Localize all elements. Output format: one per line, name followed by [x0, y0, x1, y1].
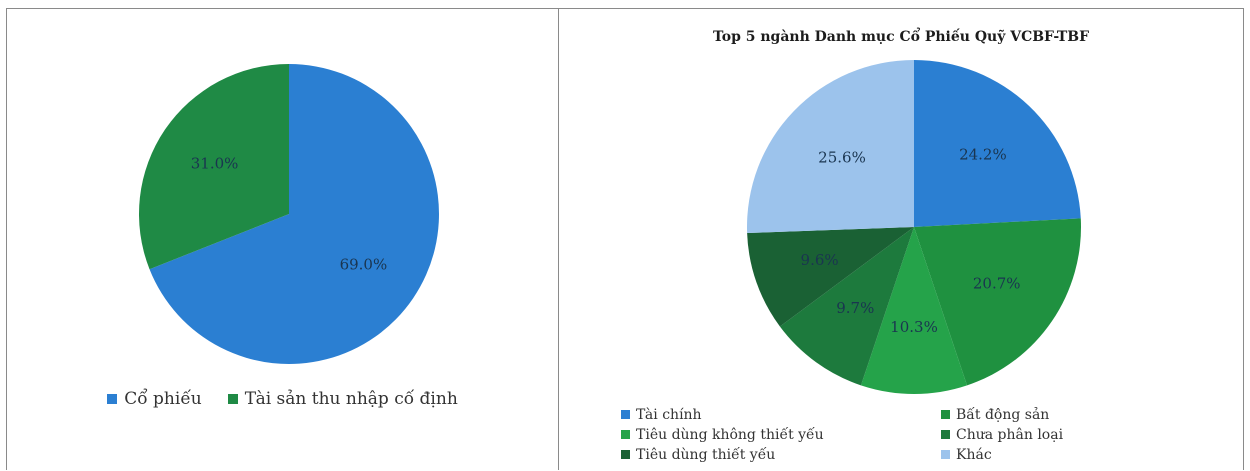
legend-top-sectors: Tài chính Bất động sản Tiêu dùng không t… — [621, 405, 1161, 464]
top-sectors-data-label-2: 20.7% — [973, 274, 1021, 292]
legend-label: Chưa phân loại — [956, 426, 1064, 443]
legend-label: Tài sản thu nhập cố định — [244, 389, 458, 409]
chart-panel-asset-allocation: 69.0% 31.0% Cổ phiếu Tài sản thu nhập cố … — [6, 8, 559, 470]
legend-asset-allocation: Cổ phiếu Tài sản thu nhập cố định — [7, 389, 558, 409]
legend-label: Bất động sản — [956, 406, 1050, 423]
legend-swatch — [621, 410, 630, 419]
asset-allocation-slice-2 — [138, 64, 289, 270]
legend-swatch — [941, 430, 950, 439]
legend-label: Tài chính — [636, 406, 702, 423]
legend-label: Cổ phiếu — [124, 389, 202, 409]
legend-swatch — [107, 394, 118, 404]
top-sectors-slice-3 — [860, 227, 968, 395]
legend-label: Tiêu dùng không thiết yếu — [636, 426, 824, 443]
top-sectors-slice-2 — [914, 218, 1082, 386]
top-sectors-data-label-1: 24.2% — [959, 146, 1007, 164]
legend-swatch — [941, 410, 950, 419]
pie-chart-top-sectors: 24.2% 20.7% 10.3% 9.7% 9.6% 25.6% — [747, 60, 1082, 395]
legend-label: Tiêu dùng thiết yếu — [636, 446, 776, 463]
chart-panel-top-sectors: Top 5 ngành Danh mục Cổ Phiếu Quỹ VCBF-T… — [558, 8, 1244, 470]
top-sectors-slice-1 — [914, 60, 1081, 227]
legend-item-tieu-dung-thiet-yeu: Tiêu dùng thiết yếu — [621, 445, 941, 464]
asset-allocation-slice-1 — [149, 64, 439, 364]
legend-item-bat-dong-san: Bất động sản — [941, 405, 1161, 424]
legend-swatch — [621, 450, 630, 459]
top-sectors-slice-5 — [747, 227, 914, 327]
top-sectors-data-label-4: 9.7% — [836, 299, 874, 317]
top-sectors-data-label-3: 10.3% — [890, 318, 938, 336]
legend-swatch — [621, 430, 630, 439]
legend-item-chua-phan-loai: Chưa phân loại — [941, 425, 1161, 444]
pie-chart-asset-allocation: 69.0% 31.0% — [138, 64, 439, 364]
legend-label: Khác — [956, 446, 992, 463]
legend-item-tai-chinh: Tài chính — [621, 405, 941, 424]
legend-swatch — [941, 450, 950, 459]
top-sectors-data-label-6: 25.6% — [818, 149, 866, 167]
top-sectors-slice-6 — [747, 60, 914, 234]
asset-allocation-data-label-2: 31.0% — [191, 154, 239, 172]
legend-item-khac: Khác — [941, 445, 1161, 464]
asset-allocation-data-label-1: 69.0% — [340, 256, 388, 274]
legend-item-tai-san-thu-nhap-co-dinh: Tài sản thu nhập cố định — [227, 389, 458, 409]
chart-title: Top 5 ngành Danh mục Cổ Phiếu Quỹ VCBF-T… — [712, 29, 1090, 45]
top-sectors-slice-4 — [779, 227, 914, 386]
top-sectors-data-label-5: 9.6% — [801, 251, 839, 269]
legend-item-co-phieu: Cổ phiếu — [107, 389, 202, 409]
legend-swatch — [227, 394, 238, 404]
legend-item-tieu-dung-khong-thiet-yeu: Tiêu dùng không thiết yếu — [621, 425, 941, 444]
